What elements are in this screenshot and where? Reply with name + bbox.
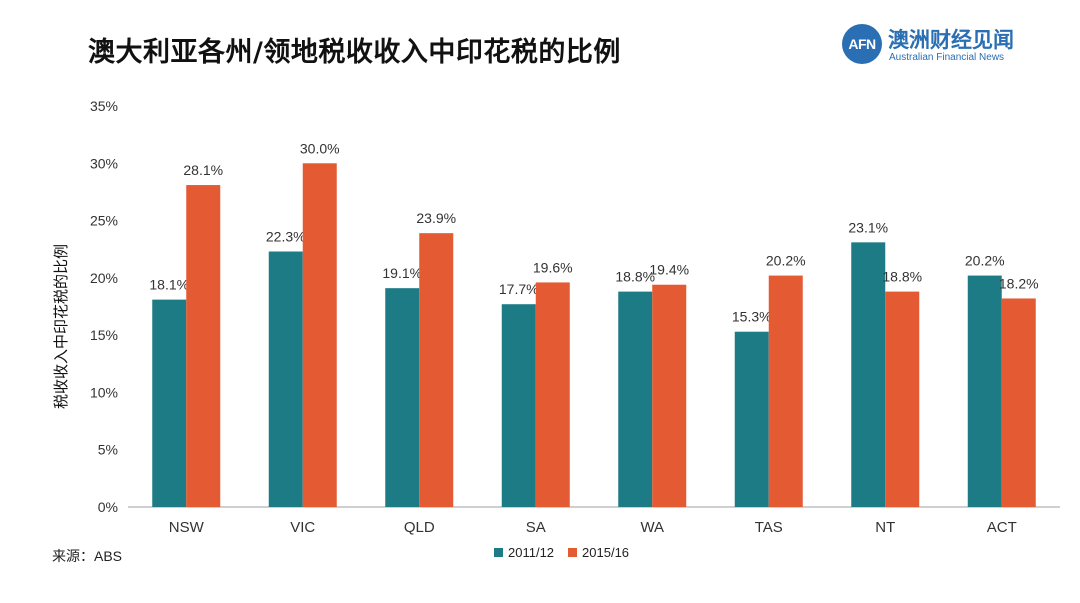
x-tick-label: NSW (169, 519, 205, 536)
x-tick-label: WA (640, 519, 664, 536)
y-tick-label: 0% (98, 499, 118, 515)
data-label: 20.2% (965, 253, 1005, 269)
x-tick-label: TAS (755, 519, 783, 536)
y-tick-label: 35% (90, 98, 118, 114)
data-label: 18.8% (615, 269, 655, 285)
legend-item-2015: 2015/16 (568, 545, 629, 560)
y-axis-label: 税收收入中印花税的比例 (52, 244, 70, 409)
data-label: 28.1% (183, 162, 223, 178)
y-tick-label: 25% (90, 213, 118, 229)
bar-2015-16-NT (885, 291, 920, 507)
y-tick-label: 20% (90, 270, 118, 286)
data-label: 15.3% (732, 309, 772, 325)
bar-2011-12-QLD (385, 288, 420, 507)
bar-2011-12-NT (851, 242, 886, 507)
bar-2015-16-ACT (1001, 298, 1036, 507)
data-label: 18.2% (999, 275, 1039, 291)
data-label: 23.9% (416, 210, 456, 226)
bar-2015-16-TAS (768, 275, 803, 507)
data-label: 30.0% (300, 140, 340, 156)
x-tick-label: SA (526, 519, 546, 536)
bar-2011-12-VIC (268, 251, 303, 507)
chart-legend: 2011/12 2015/16 (494, 545, 643, 560)
brand-logo-block: AFN 澳洲财经见闻 Australian Financial News (842, 24, 1062, 68)
y-tick-label: 30% (90, 155, 118, 171)
bar-2015-16-NSW (186, 185, 221, 507)
bar-2011-12-SA (501, 304, 536, 507)
bar-2015-16-QLD (419, 233, 454, 507)
data-label: 18.8% (882, 269, 922, 285)
bar-2011-12-ACT (967, 275, 1002, 507)
chart-title: 澳大利亚各州/领地税收收入中印花税的比例 (88, 37, 621, 68)
bar-2015-16-WA (652, 284, 687, 507)
x-tick-label: ACT (987, 519, 1017, 536)
x-tick-label: QLD (404, 519, 435, 536)
data-label: 18.1% (149, 277, 189, 293)
y-tick-label: 10% (90, 384, 118, 400)
data-label: 19.4% (649, 262, 689, 278)
brand-subtitle: Australian Financial News (889, 52, 1005, 63)
y-tick-label: 15% (90, 327, 118, 343)
legend-label-2011: 2011/12 (508, 545, 555, 560)
bar-2015-16-VIC (302, 163, 337, 508)
data-label: 19.6% (533, 259, 573, 275)
data-label: 19.1% (382, 265, 422, 281)
bar-2011-12-NSW (152, 299, 187, 507)
legend-swatch-2011 (494, 548, 503, 557)
bar-2015-16-SA (535, 282, 570, 507)
x-tick-label: VIC (290, 519, 315, 536)
data-label: 17.7% (499, 281, 539, 297)
x-tick-label: NT (875, 519, 895, 536)
legend-swatch-2015 (568, 548, 578, 557)
y-tick-label: 5% (98, 442, 118, 458)
source-note: 来源：ABS (52, 548, 123, 564)
data-label: 20.2% (766, 253, 806, 269)
legend-label-2015: 2015/16 (582, 545, 630, 560)
bar-2011-12-TAS (734, 331, 769, 507)
data-label: 23.1% (848, 219, 888, 235)
legend-item-2011: 2011/12 (494, 545, 554, 560)
data-label: 22.3% (266, 229, 306, 245)
afn-logo-icon: AFN (842, 24, 882, 64)
brand-name: 澳洲财经见闻 (888, 28, 1014, 52)
bar-2011-12-WA (618, 291, 653, 507)
